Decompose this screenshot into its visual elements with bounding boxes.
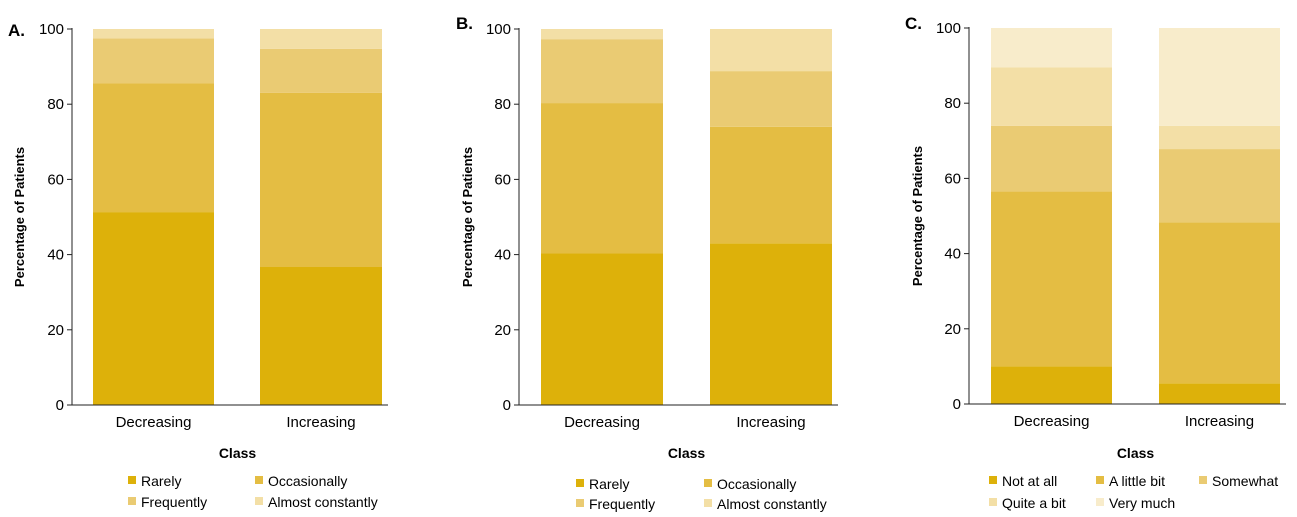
panel-b-bar-decreasing-rarely	[541, 253, 663, 405]
panel-a-y-tick-label: 60	[47, 171, 64, 188]
panel-a-bar-increasing-rarely	[260, 267, 382, 405]
panel-a-legend-swatch	[255, 497, 263, 505]
panel-c-y-tick-label: 0	[953, 396, 961, 413]
panel-a-legend-swatch	[128, 497, 136, 505]
panel-c-bar-increasing-a-little-bit	[1159, 222, 1280, 384]
panel-c-legend-label: Not at all	[1002, 473, 1057, 489]
panel-a-bar-increasing-frequently	[260, 48, 382, 93]
panel-c-legend-label: Quite a bit	[1002, 495, 1066, 511]
panel-b-y-tick-label: 40	[494, 247, 511, 264]
panel-b-y-tick-label: 100	[486, 21, 511, 38]
panel-c-legend-label: Somewhat	[1212, 473, 1278, 489]
panel-b-x-tick-label: Increasing	[736, 414, 805, 431]
panel-a-letter: A.	[8, 21, 25, 40]
panel-a-legend-swatch	[255, 476, 263, 484]
panel-b-bar-increasing-frequently	[710, 71, 832, 127]
panel-b-y-tick-label: 20	[494, 322, 511, 339]
panel-b-legend-swatch	[704, 479, 712, 487]
panel-b-legend-swatch	[576, 479, 584, 487]
panel-a-bar-increasing-almost-constantly	[260, 29, 382, 49]
panel-a-y-tick-label: 40	[47, 247, 64, 264]
panel-b-x-axis-title: Class	[668, 445, 706, 461]
panel-b-y-axis-title: Percentage of Patients	[460, 147, 475, 287]
panel-a-x-tick-label: Decreasing	[116, 414, 192, 431]
panel-a-legend-label: Almost constantly	[268, 494, 378, 510]
panel-a-legend-label: Rarely	[141, 473, 181, 489]
panel-a-bar-decreasing-rarely	[93, 212, 214, 405]
panel-c-bar-increasing-somewhat	[1159, 149, 1280, 223]
panel-a-bar-decreasing-almost-constantly	[93, 29, 214, 39]
panel-c-x-tick-label: Increasing	[1185, 413, 1254, 430]
panel-b-x-tick-label: Decreasing	[564, 414, 640, 431]
panel-c-y-tick-label: 80	[944, 95, 961, 112]
panel-a-y-tick-label: 100	[39, 21, 64, 38]
panel-c-bar-decreasing-a-little-bit	[991, 191, 1112, 367]
panel-c-bar-increasing-quite-a-bit	[1159, 125, 1280, 150]
panel-a-bar-decreasing-frequently	[93, 38, 214, 84]
panel-c-bar-decreasing-not-at-all	[991, 366, 1112, 404]
panel-b-bar-decreasing-almost-constantly	[541, 29, 663, 40]
panel-a-y-tick-label: 0	[56, 397, 64, 414]
panel-a-y-axis-title: Percentage of Patients	[12, 147, 27, 287]
panel-c-x-tick-label: Decreasing	[1014, 413, 1090, 430]
panel-b-bar-increasing-occasionally	[710, 126, 832, 244]
panel-c-x-axis-title: Class	[1117, 445, 1155, 461]
panel-b-legend-label: Rarely	[589, 476, 629, 492]
panel-b-legend-label: Occasionally	[717, 476, 796, 492]
panel-c-bar-increasing-not-at-all	[1159, 383, 1280, 404]
panel-b-bar-decreasing-occasionally	[541, 103, 663, 254]
panel-b-letter: B.	[456, 14, 473, 33]
panel-c-bar-decreasing-very-much	[991, 28, 1112, 68]
panel-c-legend-swatch	[989, 476, 997, 484]
panel-c-legend-swatch	[989, 498, 997, 506]
panel-a-legend-label: Occasionally	[268, 473, 347, 489]
panel-c-y-axis-title: Percentage of Patients	[910, 146, 925, 286]
panel-c-legend-swatch	[1096, 498, 1104, 506]
panel-a-y-tick-label: 20	[47, 322, 64, 339]
panel-c-bar-increasing-very-much	[1159, 28, 1280, 126]
panel-b-bar-increasing-rarely	[710, 243, 832, 405]
panel-b-legend-swatch	[704, 499, 712, 507]
panel-a-y-tick-label: 80	[47, 96, 64, 113]
panel-c-legend-label: A little bit	[1109, 473, 1165, 489]
panel-a-bar-decreasing-occasionally	[93, 83, 214, 213]
panel-b-y-tick-label: 0	[503, 397, 511, 414]
panel-a-bar-increasing-occasionally	[260, 92, 382, 268]
panel-b-y-tick-label: 80	[494, 96, 511, 113]
panel-c-legend-swatch	[1096, 476, 1104, 484]
panel-c-y-tick-label: 40	[944, 246, 961, 263]
panel-b-legend-swatch	[576, 499, 584, 507]
panel-b-bar-decreasing-frequently	[541, 39, 663, 104]
panel-c-legend-label: Very much	[1109, 495, 1175, 511]
panel-b-y-tick-label: 60	[494, 171, 511, 188]
panel-b-legend-label: Frequently	[589, 496, 655, 512]
panel-c-y-tick-label: 100	[936, 20, 961, 37]
panel-c-y-tick-label: 20	[944, 321, 961, 338]
panel-a-x-axis-title: Class	[219, 445, 257, 461]
panel-a-x-tick-label: Increasing	[286, 414, 355, 431]
panel-b-bar-increasing-almost-constantly	[710, 29, 832, 72]
panel-c-bar-decreasing-quite-a-bit	[991, 67, 1112, 126]
panel-a-legend-swatch	[128, 476, 136, 484]
panel-a-legend-label: Frequently	[141, 494, 207, 510]
panel-b-legend-label: Almost constantly	[717, 496, 827, 512]
panel-c-legend-swatch	[1199, 476, 1207, 484]
panel-c-letter: C.	[905, 14, 922, 33]
panel-c-y-tick-label: 60	[944, 170, 961, 187]
panel-c-bar-decreasing-somewhat	[991, 125, 1112, 192]
